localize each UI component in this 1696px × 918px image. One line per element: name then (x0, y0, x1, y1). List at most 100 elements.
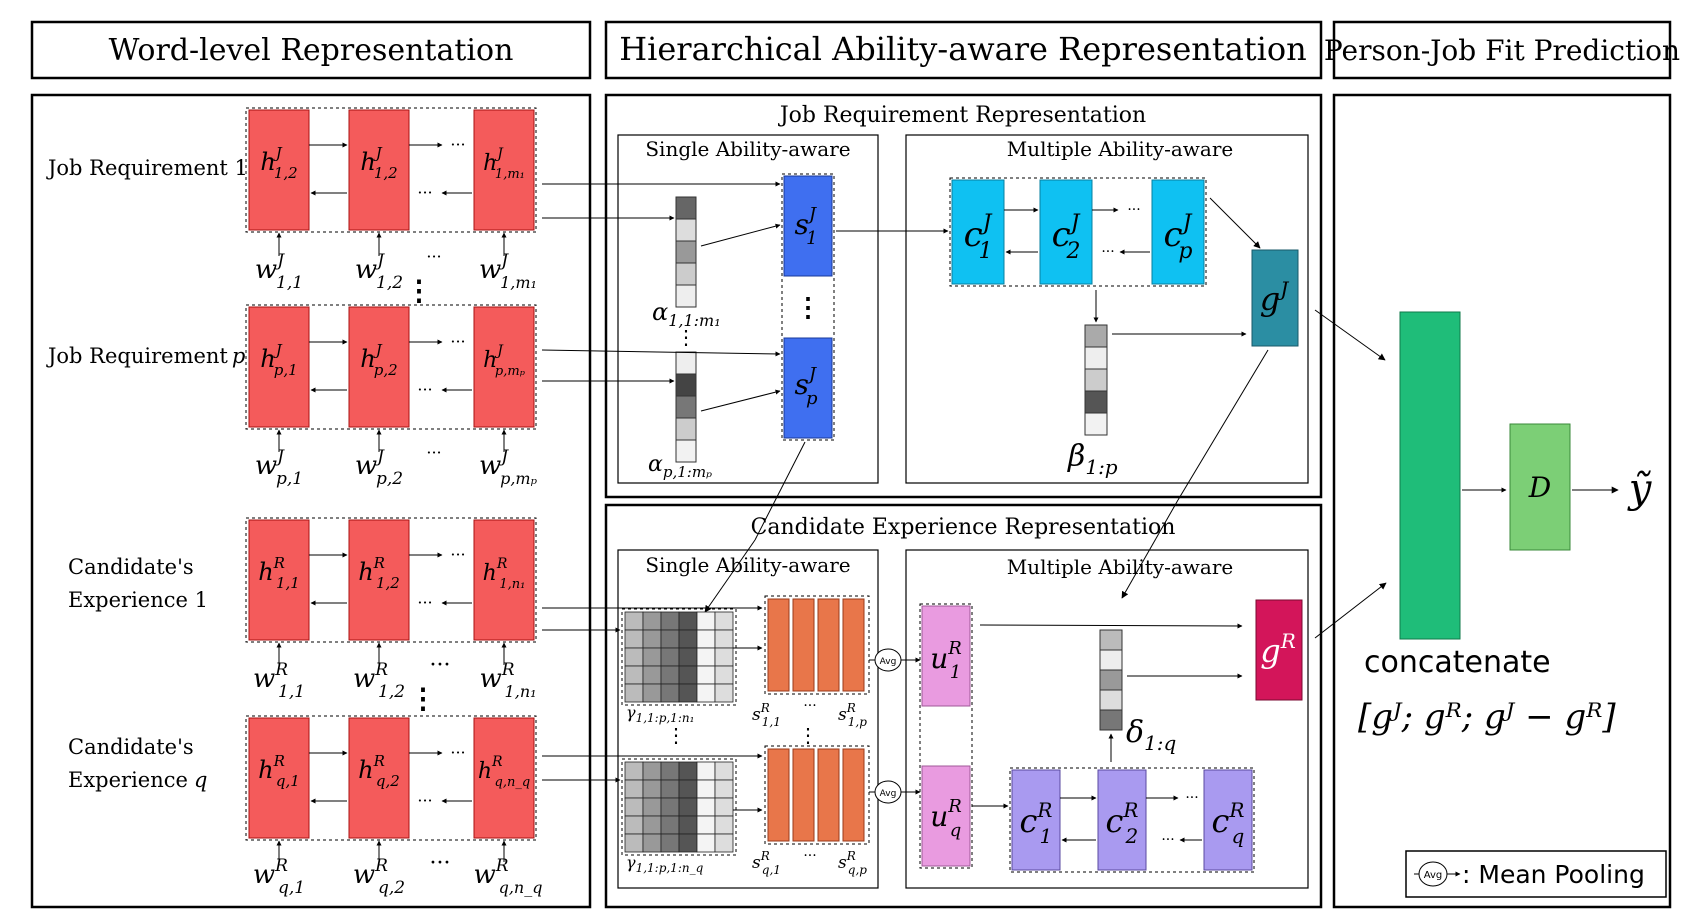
header-word-level-label: Word-level Representation (109, 33, 514, 68)
c1J-label: cJ 1 (964, 211, 993, 264)
gamma-vdots: ⋮ (666, 723, 686, 747)
gamma-cell (714, 779, 734, 799)
gamma-cell (642, 683, 662, 703)
w-label: wR q,2 (353, 856, 405, 898)
word-inputs-cand-exp-q: wR q,1 wR q,2 ··· wR q,n_q (253, 840, 542, 898)
gamma-cell (624, 611, 644, 631)
sR-block-set-q (764, 745, 870, 845)
gamma-cell (696, 797, 716, 817)
panel-prediction (1332, 93, 1672, 909)
s1J-label: sJ 1 (794, 204, 817, 249)
gamma-cell (678, 761, 698, 781)
gamma-cell (660, 611, 680, 631)
h-block (248, 306, 310, 428)
s1pR-label: sR 1,p (838, 701, 867, 729)
header-hierarchical: Hierarchical Ability-aware Representatio… (604, 20, 1323, 80)
gamma-cell (678, 833, 698, 853)
cpJ-block (1151, 179, 1205, 285)
legend-mean-pooling: Avg : Mean Pooling (1405, 850, 1667, 898)
gamma-cell (660, 629, 680, 649)
word-inputs-job-req-1: wJ 1,1 wJ 1,2 ··· wJ 1,m₁ (255, 232, 537, 293)
svg-text:···: ··· (430, 851, 451, 876)
gamma-cell (678, 647, 698, 667)
svg-text:···: ··· (450, 743, 465, 762)
w-label: wJ 1,1 (255, 251, 303, 293)
header-word-level: Word-level Representation (30, 20, 592, 80)
svg-text:···: ··· (426, 443, 441, 462)
c2J-label: cJ 2 (1052, 211, 1081, 264)
svg-text:···: ··· (450, 332, 465, 351)
cand-multiple-label: Multiple Ability-aware (1007, 555, 1233, 579)
h-block (473, 109, 535, 231)
sR-block-set-1 (764, 595, 870, 695)
w-label: wJ 1,2 (355, 251, 403, 293)
u1R-label: uR 1 (930, 638, 962, 683)
h-block (348, 109, 410, 231)
cqR-block (1203, 769, 1253, 871)
gamma-cell (678, 779, 698, 799)
job-multiple-label: Multiple Ability-aware (1007, 137, 1233, 161)
cand-multiple-box (905, 549, 1309, 889)
gamma-cell (660, 833, 680, 853)
svg-text:···: ··· (426, 247, 441, 266)
gamma-cell (696, 647, 716, 667)
gR-block (1255, 599, 1303, 701)
w-label: wJ 1,m₁ (479, 251, 537, 292)
y-hat-output: ỹ (1627, 466, 1653, 512)
svg-text:···: ··· (450, 545, 465, 564)
header-prediction: Person-Job Fit Prediction (1324, 20, 1680, 80)
gamma-cell (624, 629, 644, 649)
header-hierarchical-label: Hierarchical Ability-aware Representatio… (619, 30, 1307, 68)
u-column (919, 603, 973, 869)
gamma-cell (624, 779, 644, 799)
gamma-cell (642, 647, 662, 667)
vdots-cand: ⋮ (409, 682, 437, 715)
h-label: hJ 1,m₁ (483, 146, 525, 182)
c1R-block (1011, 769, 1061, 871)
sq1R-label: sR q,1 (752, 849, 781, 877)
svg-text:⋮: ⋮ (798, 723, 818, 747)
bilstm-cand-exp-q: hR q,1 hR q,2 hR q,n_q ··· ··· (245, 715, 537, 841)
spJ-block (783, 337, 833, 439)
label-job-requirement-p: Job Requirement p (46, 344, 245, 368)
gamma-q-label: γ1,1:p,1:n_q (626, 853, 704, 875)
svg-text:···: ··· (417, 791, 432, 810)
uqR-block (921, 765, 971, 867)
svg-text:···: ··· (417, 593, 432, 612)
svg-text:···: ··· (1101, 244, 1114, 260)
h-label: hR 1,n₁ (483, 556, 526, 592)
svg-text:···: ··· (803, 698, 816, 714)
alpha-vdots: ⋮ (676, 325, 696, 349)
gamma-cell (624, 683, 644, 703)
gamma-cell (660, 683, 680, 703)
gamma-cell (660, 665, 680, 685)
gamma-cell (696, 815, 716, 835)
h-block (348, 717, 410, 839)
s1J-block (783, 175, 833, 277)
c1R-label: cR 1 (1020, 798, 1053, 848)
gamma-cell (642, 779, 662, 799)
panel-word-level (30, 93, 592, 909)
svg-text:···: ··· (417, 183, 432, 202)
word-inputs-job-req-p: wJ p,1 wJ p,2 ··· wJ p,mₚ (255, 429, 538, 489)
gamma-cell (696, 611, 716, 631)
cpJ-label: cJ p (1164, 211, 1193, 264)
bilstm-job-req-p: hJ p,1 hJ p,2 hJ p,mₚ ··· ··· (245, 304, 537, 430)
gamma-cell (696, 629, 716, 649)
gamma-1-label: γ1,1:p,1:n₁ (626, 703, 694, 725)
beta-vector: β1:p (1067, 324, 1118, 479)
h-block (248, 519, 310, 641)
svg-text:···: ··· (417, 380, 432, 399)
label-candidate-exp-q-line2: Experience q (68, 768, 207, 792)
gamma-cell (660, 779, 680, 799)
h-block (473, 717, 535, 839)
label-job-requirement-1: Job Requirement 1 (46, 156, 248, 180)
gamma-cell (660, 761, 680, 781)
gamma-cell (714, 629, 734, 649)
job-section-title: Job Requirement Representation (778, 103, 1146, 128)
gamma-cell (642, 611, 662, 631)
bilstm-job-req-1: hJ 1,2 hJ 1,2 hJ 1,m₁ ··· ··· (245, 107, 537, 233)
gamma-q-matrix (621, 758, 737, 856)
header-prediction-label: Person-Job Fit Prediction (1324, 34, 1680, 67)
